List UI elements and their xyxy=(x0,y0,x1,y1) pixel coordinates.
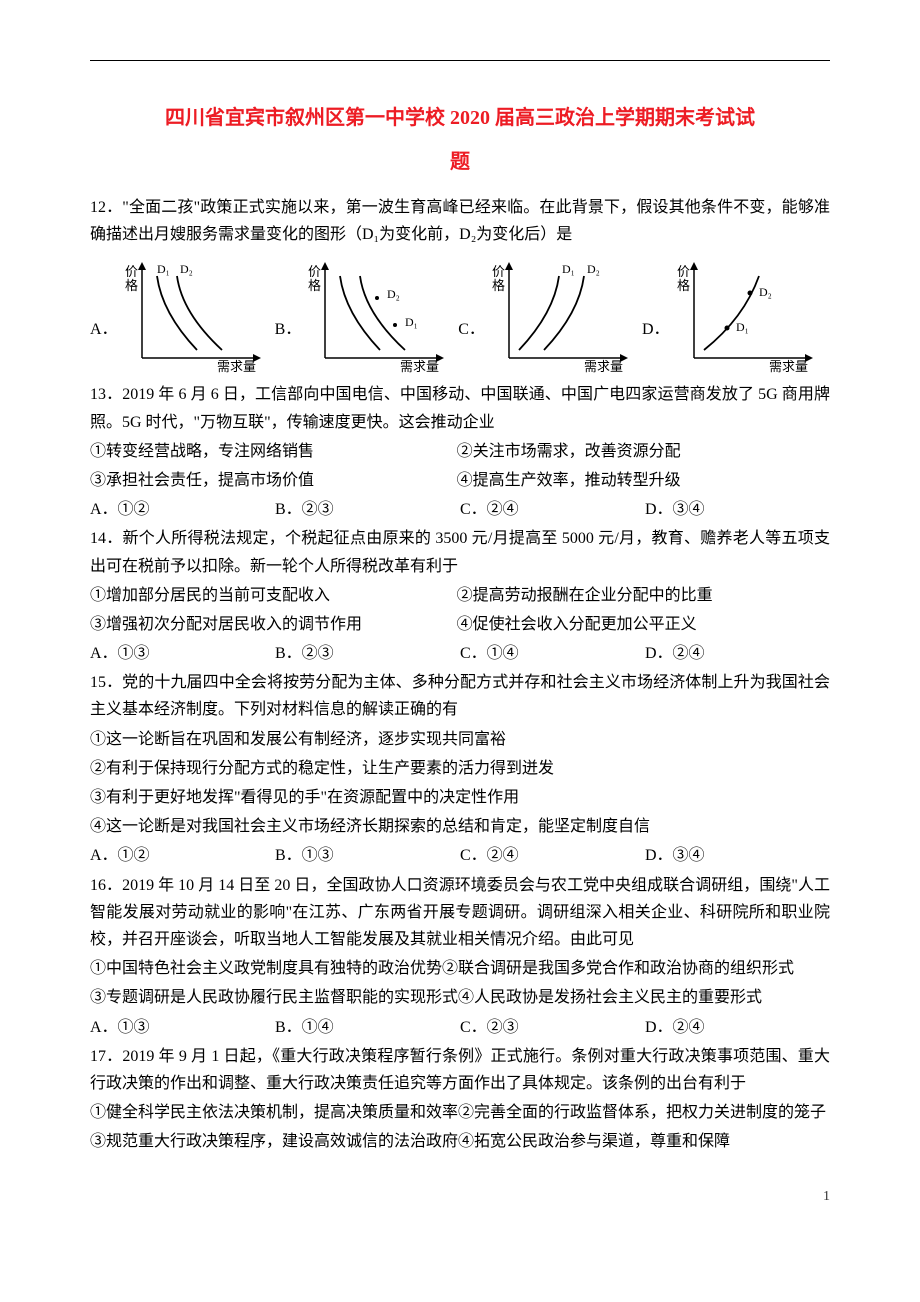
q15-c: C．②④ xyxy=(460,842,645,869)
svg-text:需求量: 需求量 xyxy=(400,359,439,373)
q16-o2: ③专题调研是人民政协履行民主监督职能的实现形式④人民政协是发扬社会主义民主的重要… xyxy=(90,984,830,1011)
chart-b-wrap: B． 价格 需求量 D₂ D₁ xyxy=(275,258,451,373)
chart-c-wrap: C． 价格 需求量 D₁ D₂ xyxy=(458,258,634,373)
q14-d: D．②④ xyxy=(645,640,830,667)
q14-row2: ③增强初次分配对居民收入的调节作用 ④促使社会收入分配更加公平正义 xyxy=(90,611,830,638)
chart-d: 价格 需求量 D₂ D₁ xyxy=(674,258,819,373)
q16-o1: ①中国特色社会主义政党制度具有独特的政治优势②联合调研是我国多党合作和政治协商的… xyxy=(90,955,830,982)
svg-text:格: 格 xyxy=(677,278,690,293)
q15-opts: A．①② B．①③ C．②④ D．③④ xyxy=(90,842,830,869)
svg-text:D₁: D₁ xyxy=(405,315,418,329)
q13-b: B．②③ xyxy=(275,496,460,523)
q17-text: 17．2019 年 9 月 1 日起，《重大行政决策程序暂行条例》正式施行。条例… xyxy=(90,1043,830,1097)
chart-b: 价格 需求量 D₂ D₁ xyxy=(305,258,450,373)
chart-c: 价格 需求量 D₁ D₂ xyxy=(489,258,634,373)
q14-o2: ②提高劳动报酬在企业分配中的比重 xyxy=(457,582,820,609)
svg-text:价: 价 xyxy=(677,264,690,279)
svg-text:D₁: D₁ xyxy=(157,262,170,276)
q14-row1: ①增加部分居民的当前可支配收入 ②提高劳动报酬在企业分配中的比重 xyxy=(90,582,830,609)
svg-text:价: 价 xyxy=(308,264,321,279)
svg-text:D₁: D₁ xyxy=(736,320,749,334)
chart-c-label: C． xyxy=(458,316,485,343)
q15-b: B．①③ xyxy=(275,842,460,869)
q13-c: C．②④ xyxy=(460,496,645,523)
q16-a: A．①③ xyxy=(90,1014,275,1041)
svg-text:需求量: 需求量 xyxy=(769,359,808,373)
svg-text:格: 格 xyxy=(125,278,138,293)
page-number: 1 xyxy=(90,1185,830,1209)
q15-o4: ④这一论断是对我国社会主义市场经济长期探索的总结和肯定，能坚定制度自信 xyxy=(90,813,830,840)
q17-o2: ③规范重大行政决策程序，建设高效诚信的法治政府④拓宽公民政治参与渠道，尊重和保障 xyxy=(90,1128,830,1155)
q14-o1: ①增加部分居民的当前可支配收入 xyxy=(90,582,453,609)
svg-text:格: 格 xyxy=(492,278,505,293)
q16-b: B．①④ xyxy=(275,1014,460,1041)
chart-a-label: A． xyxy=(90,316,118,343)
q16-c: C．②③ xyxy=(460,1014,645,1041)
svg-text:价: 价 xyxy=(492,264,505,279)
q15-o3: ③有利于更好地发挥"看得见的手"在资源配置中的决定性作用 xyxy=(90,784,830,811)
q13-o2: ②关注市场需求，改善资源分配 xyxy=(457,438,820,465)
svg-text:D₂: D₂ xyxy=(759,285,772,299)
q14-b: B．②③ xyxy=(275,640,460,667)
q13-o3: ③承担社会责任，提高市场价值 xyxy=(90,467,453,494)
svg-text:格: 格 xyxy=(308,278,321,293)
svg-text:D₂: D₂ xyxy=(587,262,600,276)
chart-b-label: B． xyxy=(275,316,302,343)
svg-text:需求量: 需求量 xyxy=(584,359,623,373)
q15-o2: ②有利于保持现行分配方式的稳定性，让生产要素的活力得到迸发 xyxy=(90,755,830,782)
q15-o1: ①这一论断旨在巩固和发展公有制经济，逐步实现共同富裕 xyxy=(90,726,830,753)
q14-opts: A．①③ B．②③ C．①④ D．②④ xyxy=(90,640,830,667)
q13-o1: ①转变经营战略，专注网络销售 xyxy=(90,438,453,465)
chart-a-wrap: A． 价格 需求量 D₁ D₂ xyxy=(90,258,267,373)
q15-text: 15．党的十九届四中全会将按劳分配为主体、多种分配方式并存和社会主义市场经济体制… xyxy=(90,669,830,723)
q13-d: D．③④ xyxy=(645,496,830,523)
q13-row1: ①转变经营战略，专注网络销售 ②关注市场需求，改善资源分配 xyxy=(90,438,830,465)
exam-title-line1: 四川省宜宾市叙州区第一中学校 2020 届高三政治上学期期末考试试 xyxy=(90,101,830,135)
q12-charts: A． 价格 需求量 D₁ D₂ B． 价格 需求量 D₂ D₁ xyxy=(90,258,830,373)
q13-o4: ④提高生产效率，推动转型升级 xyxy=(457,467,820,494)
svg-text:价: 价 xyxy=(125,264,138,279)
q13-text: 13．2019 年 6 月 6 日，工信部向中国电信、中国移动、中国联通、中国广… xyxy=(90,381,830,435)
q13-opts: A．①② B．②③ C．②④ D．③④ xyxy=(90,496,830,523)
q12-text: 12．"全面二孩"政策正式实施以来，第一波生育高峰已经来临。在此背景下，假设其他… xyxy=(90,194,830,248)
svg-text:需求量: 需求量 xyxy=(217,359,256,373)
q14-o3: ③增强初次分配对居民收入的调节作用 xyxy=(90,611,453,638)
q13-row2: ③承担社会责任，提高市场价值 ④提高生产效率，推动转型升级 xyxy=(90,467,830,494)
svg-text:D₁: D₁ xyxy=(562,262,575,276)
chart-d-wrap: D． 价格 需求量 D₂ D₁ xyxy=(642,258,819,373)
chart-d-label: D． xyxy=(642,316,670,343)
q16-text: 16．2019 年 10 月 14 日至 20 日，全国政协人口资源环境委员会与… xyxy=(90,872,830,954)
q15-a: A．①② xyxy=(90,842,275,869)
q14-c: C．①④ xyxy=(460,640,645,667)
q16-opts: A．①③ B．①④ C．②③ D．②④ xyxy=(90,1014,830,1041)
q13-a: A．①② xyxy=(90,496,275,523)
svg-text:D₂: D₂ xyxy=(180,262,193,276)
q14-text: 14．新个人所得税法规定，个税起征点由原来的 3500 元/月提高至 5000 … xyxy=(90,525,830,579)
exam-title-line2: 题 xyxy=(90,145,830,179)
svg-text:D₂: D₂ xyxy=(387,287,400,301)
header-rule xyxy=(90,60,830,61)
q16-d: D．②④ xyxy=(645,1014,830,1041)
q15-d: D．③④ xyxy=(645,842,830,869)
q14-o4: ④促使社会收入分配更加公平正义 xyxy=(457,611,820,638)
q17-o1: ①健全科学民主依法决策机制，提高决策质量和效率②完善全面的行政监督体系，把权力关… xyxy=(90,1099,830,1126)
q14-a: A．①③ xyxy=(90,640,275,667)
chart-a: 价格 需求量 D₁ D₂ xyxy=(122,258,267,373)
